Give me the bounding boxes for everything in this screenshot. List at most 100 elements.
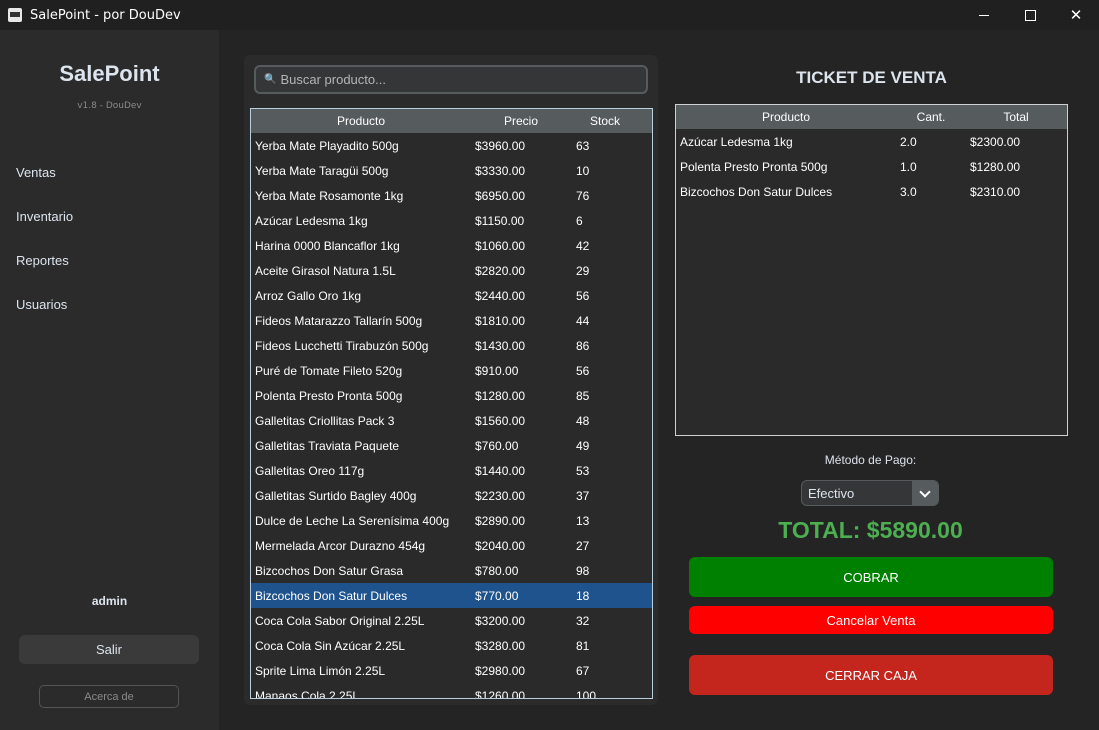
column-header-producto[interactable]: Producto <box>336 114 386 128</box>
close-button[interactable]: ✕ <box>1053 0 1099 30</box>
product-stock-cell: 32 <box>576 613 590 628</box>
table-row[interactable]: Fideos Lucchetti Tirabuzón 500g $1430.00 8… <box>251 333 652 358</box>
table-row[interactable]: Yerba Mate Taragüi 500g $3330.00 10 <box>251 158 652 183</box>
table-row[interactable]: Harina 0000 Blancaflor 1kg $1060.00 42 <box>251 233 652 258</box>
product-stock-cell: 85 <box>576 388 590 403</box>
ticket-product-cell: Bizcochos Don Satur Dulces <box>680 184 833 199</box>
product-name-cell: Arroz Gallo Oro 1kg <box>255 288 362 303</box>
table-row[interactable]: Fideos Matarazzo Tallarín 500g $1810.00 44 <box>251 308 652 333</box>
table-row[interactable]: Yerba Mate Rosamonte 1kg $6950.00 76 <box>251 183 652 208</box>
payment-method-value: Efectivo <box>808 485 855 501</box>
product-price-cell: $1060.00 <box>475 238 526 253</box>
product-table-header: Producto Precio Stock <box>251 109 652 133</box>
ticket-row[interactable]: Bizcochos Don Satur Dulces 3.0 $2310.00 <box>676 179 1067 204</box>
product-price-cell: $1440.00 <box>475 463 526 478</box>
nav-item-ventas[interactable]: Ventas <box>16 165 56 180</box>
sidebar: SalePoint v1.8 - DouDev Ventas Inventari… <box>0 30 219 730</box>
ticket-row[interactable]: Polenta Presto Pronta 500g 1.0 $1280.00 <box>676 154 1067 179</box>
product-stock-cell: 49 <box>576 438 590 453</box>
product-stock-cell: 81 <box>576 638 590 653</box>
product-price-cell: $2230.00 <box>475 488 526 503</box>
product-name-cell: Yerba Mate Taragüi 500g <box>255 163 389 178</box>
table-row[interactable]: Aceite Girasol Natura 1.5L $2820.00 29 <box>251 258 652 283</box>
charge-button[interactable]: COBRAR <box>689 557 1053 597</box>
maximize-button[interactable] <box>1007 0 1053 30</box>
product-price-cell: $1430.00 <box>475 338 526 353</box>
table-row[interactable]: Galletitas Surtido Bagley 400g $2230.00 37 <box>251 483 652 508</box>
table-row[interactable]: Yerba Mate Playadito 500g $3960.00 63 <box>251 133 652 158</box>
product-name-cell: Polenta Presto Pronta 500g <box>255 388 403 403</box>
ticket-row[interactable]: Azúcar Ledesma 1kg 2.0 $2300.00 <box>676 129 1067 154</box>
logout-button[interactable]: Salir <box>19 635 199 664</box>
table-row[interactable]: Sprite Lima Limón 2.25L $2980.00 67 <box>251 658 652 683</box>
ticket-header-total[interactable]: Total <box>1003 110 1029 124</box>
product-stock-cell: 48 <box>576 413 590 428</box>
product-price-cell: $3280.00 <box>475 638 526 653</box>
close-register-button[interactable]: CERRAR CAJA <box>689 655 1053 695</box>
column-header-precio[interactable]: Precio <box>503 114 538 128</box>
table-row[interactable]: Dulce de Leche La Serenísima 400g $2890.0… <box>251 508 652 533</box>
minimize-button[interactable] <box>961 0 1007 30</box>
product-stock-cell: 63 <box>576 138 590 153</box>
nav-item-inventario[interactable]: Inventario <box>16 209 74 224</box>
ticket-title: TICKET DE VENTA <box>796 68 947 87</box>
table-row[interactable]: Arroz Gallo Oro 1kg $2440.00 56 <box>251 283 652 308</box>
search-input[interactable] <box>278 71 623 88</box>
product-price-cell: $2820.00 <box>475 263 526 278</box>
ticket-product-cell: Azúcar Ledesma 1kg <box>680 134 793 149</box>
table-row[interactable]: Galletitas Traviata Paquete $760.00 49 <box>251 433 652 458</box>
search-icon: 🔍 <box>264 74 277 85</box>
dropdown-button[interactable] <box>912 481 938 505</box>
product-name-cell: Manaos Cola 2.25L <box>255 688 360 699</box>
payment-method-select[interactable]: Efectivo <box>801 480 939 506</box>
window-controls: ✕ <box>961 0 1099 30</box>
about-button[interactable]: Acerca de <box>39 685 179 708</box>
product-name-cell: Galletitas Oreo 117g <box>255 463 365 478</box>
ticket-quantity-cell: 3.0 <box>900 184 917 199</box>
table-row[interactable]: Bizcochos Don Satur Grasa $780.00 98 <box>251 558 652 583</box>
product-price-cell: $760.00 <box>475 438 519 453</box>
table-row[interactable]: Polenta Presto Pronta 500g $1280.00 85 <box>251 383 652 408</box>
table-row[interactable]: Manaos Cola 2.25L $1260.00 100 <box>251 683 652 699</box>
chevron-down-icon <box>919 485 931 498</box>
ticket-table-header: Producto Cant. Total <box>676 105 1067 129</box>
sale-total: TOTAL: $5890.00 <box>778 517 963 543</box>
product-price-cell: $2040.00 <box>475 538 526 553</box>
table-row[interactable]: Coca Cola Sin Azúcar 2.25L $3280.00 81 <box>251 633 652 658</box>
ticket-rows: Azúcar Ledesma 1kg 2.0 $2300.00 Polenta Pre… <box>676 129 1067 204</box>
product-name-cell: Yerba Mate Rosamonte 1kg <box>255 188 404 203</box>
cancel-sale-button[interactable]: Cancelar Venta <box>689 606 1053 634</box>
ticket-total-cell: $2310.00 <box>970 184 1021 199</box>
product-price-cell: $3330.00 <box>475 163 526 178</box>
app-brand: SalePoint <box>59 61 160 86</box>
current-user: admin <box>91 594 128 608</box>
maximize-icon <box>1024 9 1036 21</box>
product-name-cell: Bizcochos Don Satur Dulces <box>255 588 408 603</box>
table-row[interactable]: Mermelada Arcor Durazno 454g $2040.00 27 <box>251 533 652 558</box>
product-price-cell: $1810.00 <box>475 313 526 328</box>
table-row[interactable]: Azúcar Ledesma 1kg $1150.00 6 <box>251 208 652 233</box>
search-box[interactable]: 🔍 <box>254 65 648 94</box>
ticket-header-producto[interactable]: Producto <box>761 110 811 124</box>
product-table[interactable]: Producto Precio Stock Yerba Mate Playadi… <box>250 108 653 699</box>
table-row[interactable]: Galletitas Oreo 117g $1440.00 53 <box>251 458 652 483</box>
product-name-cell: Sprite Lima Limón 2.25L <box>255 663 386 678</box>
table-row[interactable]: Bizcochos Don Satur Dulces $770.00 18 <box>251 583 652 608</box>
ticket-quantity-cell: 2.0 <box>900 134 917 149</box>
product-stock-cell: 53 <box>576 463 590 478</box>
app-version: v1.8 - DouDev <box>77 101 142 111</box>
column-header-stock[interactable]: Stock <box>589 114 620 128</box>
product-price-cell: $1280.00 <box>475 388 526 403</box>
table-row[interactable]: Puré de Tomate Fileto 520g $910.00 56 <box>251 358 652 383</box>
table-row[interactable]: Galletitas Criollitas Pack 3 $1560.00 48 <box>251 408 652 433</box>
ticket-header-cantidad[interactable]: Cant. <box>916 110 946 124</box>
nav-item-reportes[interactable]: Reportes <box>16 253 69 268</box>
close-icon: ✕ <box>1069 6 1083 24</box>
product-price-cell: $770.00 <box>475 588 519 603</box>
ticket-product-cell: Polenta Presto Pronta 500g <box>680 159 828 174</box>
ticket-table[interactable]: Producto Cant. Total Azúcar Ledesma 1kg 2… <box>675 104 1068 436</box>
ticket-quantity-cell: 1.0 <box>900 159 917 174</box>
table-row[interactable]: Coca Cola Sabor Original 2.25L $3200.00 32 <box>251 608 652 633</box>
product-name-cell: Coca Cola Sin Azúcar 2.25L <box>255 638 406 653</box>
nav-item-usuarios[interactable]: Usuarios <box>16 297 68 312</box>
